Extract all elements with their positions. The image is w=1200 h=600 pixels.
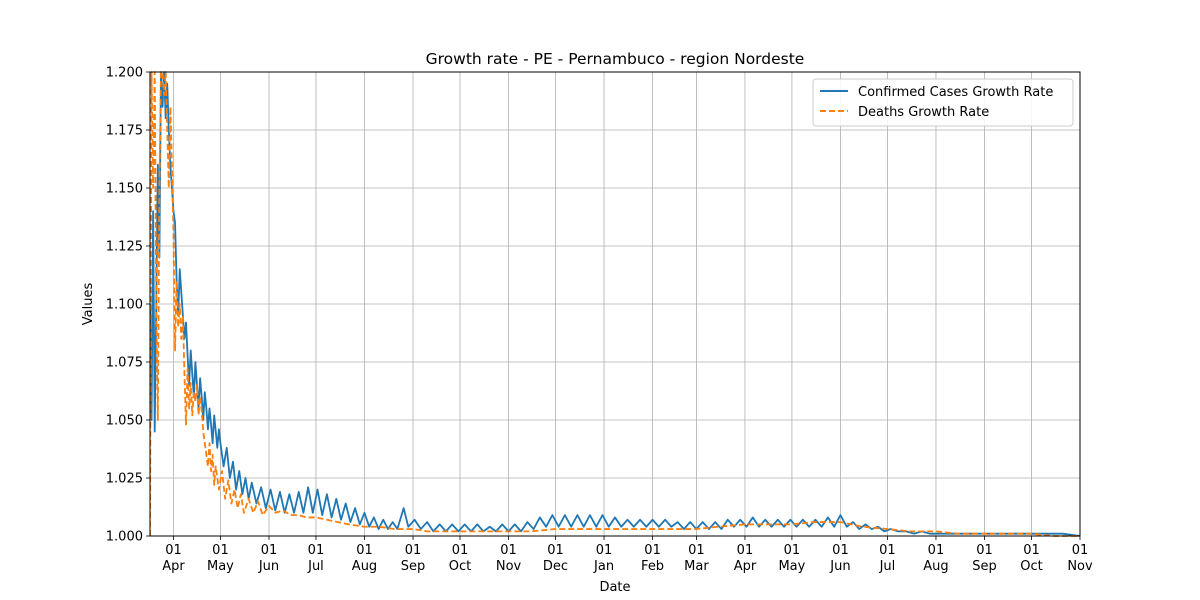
- x-tick-day: 01: [356, 543, 373, 558]
- x-tick-month: Jan: [593, 559, 614, 574]
- x-tick-month: Aug: [352, 559, 377, 574]
- y-tick-label: 1.025: [106, 472, 143, 487]
- x-tick-day: 01: [644, 543, 661, 558]
- x-tick-day: 01: [737, 543, 754, 558]
- y-tick-label: 1.000: [106, 530, 143, 545]
- legend: Confirmed Cases Growth Rate Deaths Growt…: [812, 78, 1074, 127]
- x-tick-month: Feb: [641, 559, 664, 574]
- y-axis-label: Values: [81, 283, 96, 326]
- x-tick-month: May: [778, 559, 805, 574]
- x-tick-day: 01: [976, 543, 993, 558]
- x-tick-month: Jul: [879, 559, 896, 574]
- x-tick-day: 01: [879, 543, 896, 558]
- x-tick-day: 01: [405, 543, 422, 558]
- y-tick-label: 1.175: [106, 124, 143, 139]
- y-tick-label: 1.075: [106, 356, 143, 371]
- x-tick-month: Sep: [972, 559, 997, 574]
- x-tick-month: Jun: [829, 559, 850, 574]
- x-tick-day: 01: [212, 543, 229, 558]
- x-tick-day: 01: [500, 543, 517, 558]
- legend-box: [812, 78, 1074, 127]
- x-tick-month: Aug: [923, 559, 948, 574]
- x-tick-day: 01: [1072, 543, 1089, 558]
- x-tick-day: 01: [308, 543, 325, 558]
- plot-frame: [149, 71, 1081, 537]
- x-tick-day: 01: [596, 543, 613, 558]
- x-tick-day: 01: [547, 543, 564, 558]
- x-tick-month: Apr: [734, 559, 757, 574]
- y-tick-label: 1.200: [106, 66, 143, 81]
- x-tick-day: 01: [1023, 543, 1040, 558]
- x-tick-day: 01: [261, 543, 278, 558]
- y-tick-label: 1.150: [106, 182, 143, 197]
- y-tick-label: 1.125: [106, 240, 143, 255]
- y-tick-label: 1.050: [106, 414, 143, 429]
- x-tick-month: Oct: [1020, 559, 1042, 574]
- x-tick-month: Nov: [496, 559, 522, 574]
- chart-title: Growth rate - PE - Pernambuco - region N…: [426, 50, 805, 68]
- grid: [150, 71, 1081, 537]
- x-tick-month: Jul: [307, 559, 324, 574]
- x-tick-month: Sep: [401, 559, 426, 574]
- x-tick-month: Nov: [1067, 559, 1093, 574]
- legend-label-deaths: Deaths Growth Rate: [858, 105, 989, 120]
- x-tick-day: 01: [928, 543, 945, 558]
- x-tick-month: Apr: [162, 559, 185, 574]
- x-tick-day: 01: [832, 543, 849, 558]
- x-tick-day: 01: [688, 543, 705, 558]
- axis-ticks: 1.000 1.025 1.050 1.075 1.100 1.125 1.150 1.175…: [106, 66, 1093, 575]
- x-tick-day: 01: [784, 543, 801, 558]
- x-tick-month: Jun: [258, 559, 279, 574]
- x-tick-month: May: [207, 559, 234, 574]
- x-tick-day: 01: [165, 543, 182, 558]
- series-deaths-line: [150, 71, 1080, 537]
- x-tick-month: Dec: [543, 559, 568, 574]
- x-tick-month: Oct: [449, 559, 471, 574]
- x-tick-day: 01: [452, 543, 469, 558]
- y-tick-label: 1.100: [106, 298, 143, 313]
- legend-label-confirmed: Confirmed Cases Growth Rate: [858, 85, 1053, 100]
- x-axis-label: Date: [599, 580, 630, 595]
- x-tick-month: Mar: [684, 559, 709, 574]
- series-lines: [150, 71, 1080, 537]
